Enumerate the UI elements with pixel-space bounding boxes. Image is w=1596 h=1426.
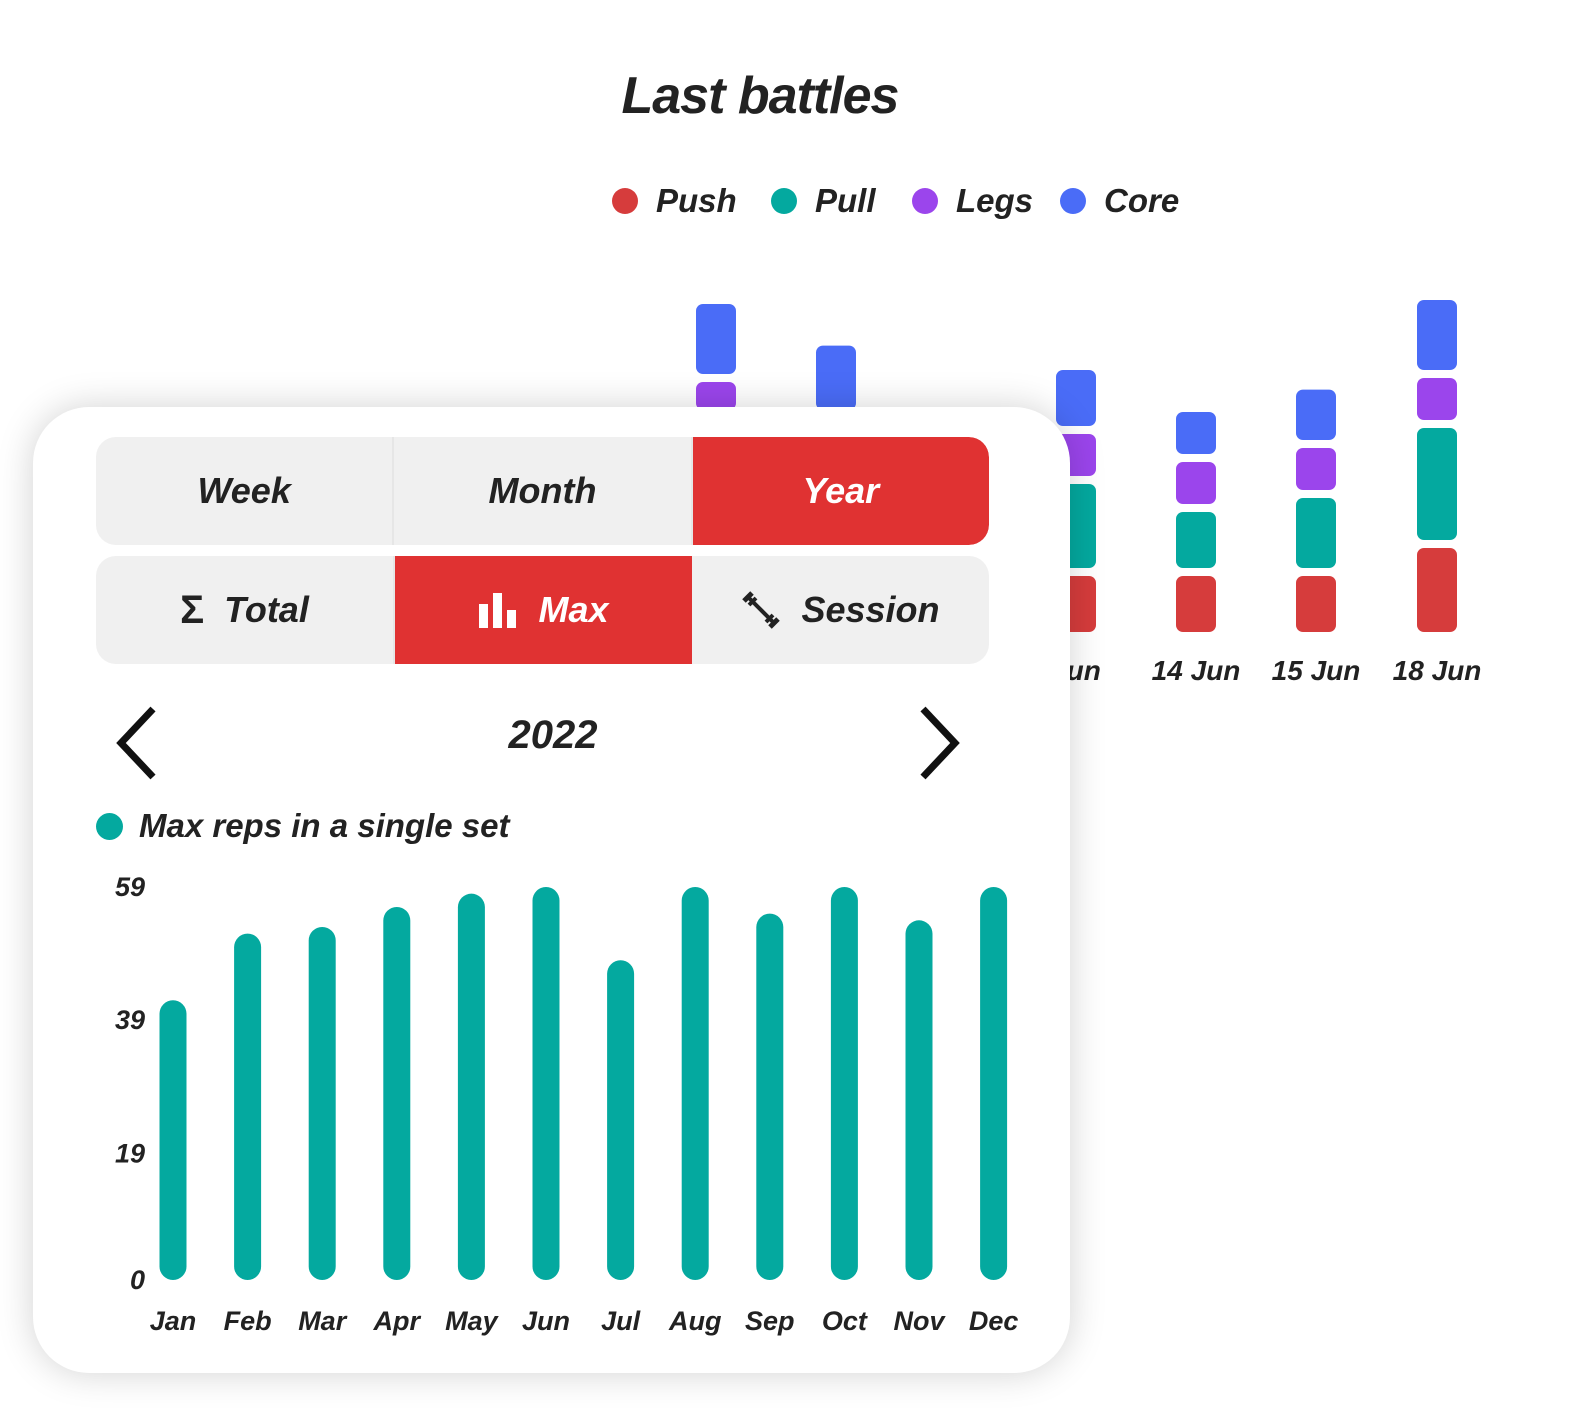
tab-year[interactable]: Year	[692, 437, 989, 545]
tab-month-label: Month	[488, 470, 597, 511]
tab-week-label: Week	[197, 470, 291, 511]
x-tick-label-jan: Jan	[150, 1306, 197, 1336]
bg-bar-legs-4	[1417, 378, 1457, 420]
bg-bar-core-3	[1296, 389, 1336, 440]
tab-max-label: Max	[538, 589, 609, 630]
bg-bar-push-3	[1296, 576, 1336, 632]
bg-bar-core-2	[1176, 412, 1216, 454]
bar-jan[interactable]	[159, 1000, 187, 1280]
tab-year-label: Year	[802, 470, 880, 511]
bg-bar-push-4	[1417, 548, 1457, 632]
bar-dec[interactable]	[980, 887, 1008, 1280]
tab-max[interactable]: Max	[395, 556, 692, 664]
legend-item-legs: Legs	[912, 182, 1033, 220]
bg-bar-legs-3	[1296, 448, 1336, 490]
period-selector: Week Month Year	[96, 437, 989, 545]
bar-jul[interactable]	[607, 960, 635, 1280]
legend-dot-legs	[912, 188, 938, 214]
max-reps-chart: 0 19 39 59 Jan Feb Mar Apr May Jun Jul Aug Sep Oct Nov…	[115, 872, 1019, 1336]
x-tick-label-apr: Apr	[373, 1306, 422, 1336]
x-tick-label-dec: Dec	[969, 1306, 1019, 1336]
series-legend-label: Max reps in a single set	[139, 807, 510, 844]
tab-month[interactable]: Month	[394, 437, 693, 545]
chevron-left-icon[interactable]	[113, 705, 163, 781]
bar-chart-icon	[478, 592, 518, 628]
bar-sep[interactable]	[756, 913, 784, 1280]
bar-aug[interactable]	[681, 887, 709, 1280]
legend-item-push: Push	[612, 182, 737, 220]
tab-total[interactable]: Σ Total	[96, 556, 395, 664]
bg-x-label: 14 Jun	[1152, 655, 1241, 686]
bar-mar[interactable]	[308, 926, 336, 1280]
bar-nov[interactable]	[905, 920, 933, 1280]
stats-card: Week Month Year Σ Total Max	[33, 407, 1070, 1373]
bar-may[interactable]	[457, 893, 485, 1280]
bar-jun[interactable]	[532, 887, 560, 1280]
last-battles-title: Last battles	[621, 67, 900, 125]
x-tick-label-jun: Jun	[522, 1306, 570, 1336]
x-tick-label-feb: Feb	[224, 1306, 272, 1336]
bar-oct[interactable]	[830, 887, 858, 1280]
y-tick-label: 0	[130, 1265, 145, 1295]
bg-bar-pull-4	[1417, 428, 1457, 540]
bg-bar-push-2	[1176, 576, 1216, 632]
tab-week[interactable]: Week	[96, 437, 395, 545]
y-tick-label: 59	[115, 872, 145, 902]
legend-label-legs: Legs	[956, 182, 1034, 219]
bg-hidden-bar-core-2	[816, 345, 856, 410]
year-label: 2022	[508, 713, 598, 757]
series-dot	[96, 812, 123, 840]
bg-x-label: 15 Jun	[1272, 655, 1361, 686]
legend-label-core: Core	[1104, 182, 1180, 219]
x-tick-label-sep: Sep	[745, 1306, 795, 1336]
legend-dot-push	[612, 188, 638, 214]
y-tick-label: 39	[115, 1005, 145, 1035]
metric-selector: Σ Total Max	[96, 556, 989, 664]
bg-hidden-bar-core-1	[696, 304, 736, 374]
legend-item-pull: Pull	[771, 182, 876, 220]
x-tick-label-mar: Mar	[298, 1306, 348, 1336]
bar-apr[interactable]	[383, 906, 411, 1280]
bg-bar-core-1	[1056, 370, 1096, 426]
tab-total-label: Total	[224, 589, 309, 630]
chevron-right-icon[interactable]	[913, 705, 963, 781]
bar-feb[interactable]	[234, 933, 262, 1280]
legend-item-core: Core	[1060, 182, 1179, 220]
y-tick-label: 19	[115, 1138, 145, 1168]
bg-hidden-bar-legs-1	[696, 382, 736, 410]
x-tick-label-aug: Aug	[668, 1306, 722, 1336]
dumbbell-icon	[741, 590, 781, 630]
x-tick-label-jul: Jul	[601, 1306, 641, 1336]
x-tick-label-oct: Oct	[822, 1306, 868, 1336]
series-legend: Max reps in a single set	[96, 807, 509, 845]
bg-x-label: 18 Jun	[1393, 655, 1482, 686]
legend-label-push: Push	[656, 182, 737, 219]
legend-dot-core	[1060, 188, 1086, 214]
tab-session[interactable]: Session	[692, 556, 989, 664]
tab-session-label: Session	[801, 589, 940, 630]
bg-bar-pull-2	[1176, 512, 1216, 568]
legend-dot-pull	[771, 188, 797, 214]
x-tick-label-nov: Nov	[893, 1306, 946, 1336]
bg-bar-pull-3	[1296, 498, 1336, 568]
bg-bar-core-4	[1417, 300, 1457, 370]
legend-label-pull: Pull	[815, 182, 876, 219]
bg-bar-legs-2	[1176, 462, 1216, 504]
x-tick-label-may: May	[445, 1306, 500, 1336]
sigma-icon: Σ	[180, 587, 205, 632]
